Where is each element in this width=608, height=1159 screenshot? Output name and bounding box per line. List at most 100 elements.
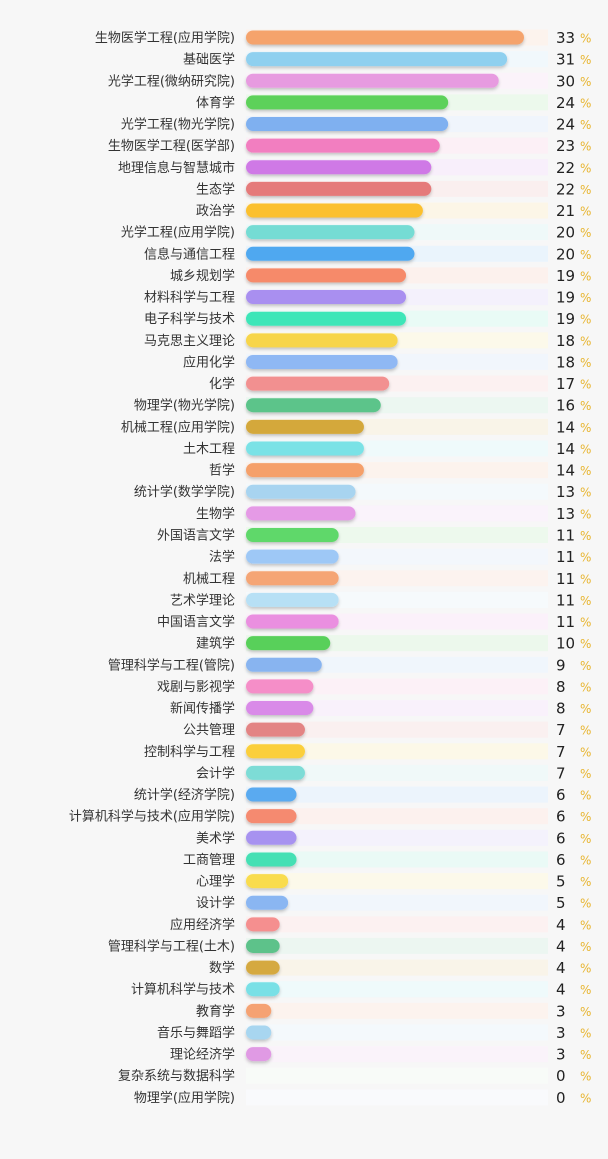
bar (246, 138, 440, 153)
bar (246, 852, 297, 867)
category-label: 管理科学与工程(管院) (108, 657, 235, 673)
value-label: 20 (556, 245, 575, 263)
category-label: 公共管理 (183, 723, 235, 738)
bar-track (246, 1067, 548, 1084)
bar-track (246, 981, 548, 998)
category-label: 生物学 (196, 506, 235, 522)
percent-unit: % (580, 529, 591, 543)
percent-unit: % (580, 832, 591, 846)
bar (246, 1003, 272, 1018)
bar (246, 809, 297, 824)
percent-unit: % (580, 1005, 591, 1019)
bar-track (246, 808, 548, 825)
bar (246, 982, 280, 997)
bar (246, 701, 314, 716)
percent-unit: % (580, 291, 591, 305)
percent-unit: % (580, 356, 591, 370)
bar-track (246, 764, 548, 781)
category-label: 生态学 (196, 181, 235, 197)
percent-unit: % (580, 940, 591, 954)
percent-unit: % (580, 897, 591, 911)
percent-unit: % (580, 118, 591, 132)
value-label: 16 (556, 397, 575, 415)
percent-unit: % (580, 810, 591, 824)
bar (246, 960, 280, 975)
value-label: 24 (556, 116, 575, 134)
value-label: 7 (556, 721, 566, 739)
category-label: 法学 (209, 549, 235, 565)
percent-unit: % (580, 75, 591, 89)
percent-unit: % (580, 442, 591, 456)
category-label: 土木工程 (183, 442, 235, 457)
bar (246, 744, 305, 759)
bar (246, 290, 407, 305)
category-label: 控制科学与工程 (144, 744, 235, 760)
bar (246, 679, 314, 694)
bar (246, 571, 339, 586)
bar (246, 484, 356, 499)
value-label: 8 (556, 700, 566, 718)
value-label: 31 (556, 51, 575, 69)
bar (246, 333, 398, 348)
value-label: 7 (556, 743, 566, 761)
value-label: 6 (556, 829, 566, 847)
category-label: 新闻传播学 (170, 701, 235, 717)
bar-track (246, 1002, 548, 1019)
value-label: 14 (556, 462, 575, 480)
value-labels: 33 %31 %30 %24 %24 %23 %22 %22 %21 %20 %20 %19 %19 %1… (556, 29, 591, 1107)
category-label: 音乐与舞蹈学 (157, 1025, 235, 1041)
category-label: 基础医学 (183, 52, 235, 68)
value-label: 3 (556, 1002, 566, 1020)
bar-track (246, 721, 548, 738)
value-label: 5 (556, 894, 566, 912)
value-label: 18 (556, 332, 575, 350)
bar (246, 398, 381, 413)
percent-unit: % (580, 659, 591, 673)
category-label: 统计学(数学学院) (134, 484, 235, 500)
bar (246, 765, 305, 780)
bar (246, 527, 339, 542)
category-label: 机械工程(应用学院) (121, 419, 235, 435)
value-label: 0 (556, 1067, 566, 1085)
bar (246, 95, 449, 110)
bar (246, 30, 524, 45)
value-label: 19 (556, 289, 575, 307)
category-label: 艺术学理论 (170, 592, 235, 608)
bar (246, 181, 432, 196)
value-label: 4 (556, 981, 566, 999)
value-label: 6 (556, 851, 566, 869)
percent-unit: % (580, 724, 591, 738)
category-label: 设计学 (196, 895, 235, 911)
bar (246, 506, 356, 521)
percent-unit: % (580, 464, 591, 478)
bar (246, 592, 339, 607)
bar-track (246, 656, 548, 673)
category-label: 马克思主义理论 (144, 334, 235, 349)
category-label: 电子科学与技术 (144, 311, 235, 327)
bar (246, 657, 322, 672)
value-label: 3 (556, 1046, 566, 1064)
value-label: 8 (556, 678, 566, 696)
bar-track (246, 829, 548, 846)
value-label: 33 (556, 29, 575, 47)
percent-unit: % (580, 572, 591, 586)
percent-unit: % (580, 637, 591, 651)
bar-track (246, 894, 548, 911)
category-label: 政治学 (196, 203, 235, 219)
bars (246, 30, 524, 1062)
percent-unit: % (580, 399, 591, 413)
bar (246, 73, 499, 88)
bar (246, 246, 415, 261)
category-label: 管理科学与工程(土木) (108, 938, 235, 954)
percent-unit: % (580, 226, 591, 240)
value-label: 0 (556, 1089, 566, 1107)
value-label: 22 (556, 159, 575, 177)
percent-unit: % (580, 248, 591, 262)
value-label: 19 (556, 310, 575, 328)
category-label: 哲学 (209, 463, 235, 479)
category-label: 理论经济学 (170, 1047, 235, 1063)
percent-unit: % (580, 594, 591, 608)
category-label: 物理学(物光学院) (134, 398, 235, 414)
category-label: 戏剧与影视学 (157, 679, 235, 695)
